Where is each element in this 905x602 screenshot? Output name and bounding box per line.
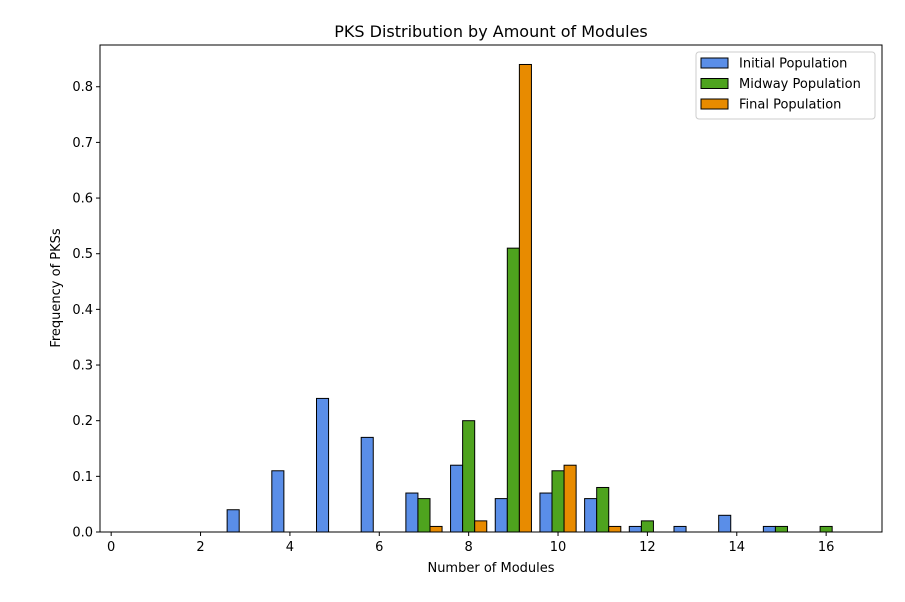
bar-midway-population-12 [640, 520, 654, 533]
y-tick-label-0.6: 0.6 [72, 192, 93, 207]
bar-initial-population-9 [494, 498, 508, 533]
x-axis-ticks: 0 2 4 6 8 10 12 14 16 [107, 532, 834, 555]
legend-label-midway-population: Midway Population [739, 77, 861, 92]
bar-final-population-7 [429, 525, 443, 533]
bar-final-population-9 [518, 63, 532, 533]
y-tick-label-0.7: 0.7 [72, 136, 93, 151]
legend-swatch-final-population [700, 98, 729, 110]
bars-group [226, 63, 833, 533]
bar-final-population-8 [474, 520, 488, 533]
bar-initial-population-13 [673, 525, 687, 533]
bar-initial-population-4 [271, 470, 285, 533]
y-tick-label-0.1: 0.1 [72, 470, 93, 485]
bar-midway-population-16 [819, 525, 833, 533]
legend-label-initial-population: Initial Population [739, 57, 847, 72]
x-tick-label-8: 8 [465, 540, 473, 555]
bar-initial-population-6 [360, 436, 374, 533]
bar-midway-population-8 [462, 420, 476, 533]
legend-label-final-population: Final Population [739, 98, 841, 113]
legend-swatch-initial-population [700, 57, 729, 69]
bar-final-population-11 [608, 525, 622, 533]
x-tick-label-2: 2 [196, 540, 204, 555]
x-tick-label-0: 0 [107, 540, 115, 555]
bar-initial-population-12 [628, 525, 642, 533]
y-tick-label-0.4: 0.4 [72, 303, 93, 318]
legend-box [695, 51, 876, 120]
x-tick-label-10: 10 [550, 540, 567, 555]
bar-initial-population-7 [405, 492, 419, 533]
bar-initial-population-15 [762, 525, 776, 533]
x-tick-label-14: 14 [728, 540, 745, 555]
y-tick-label-0.8: 0.8 [72, 80, 93, 95]
y-tick-label-0.3: 0.3 [72, 359, 93, 374]
y-axis-label: Frequency of PKSs [49, 228, 64, 348]
bar-initial-population-10 [539, 492, 553, 533]
plot-frame [99, 44, 883, 533]
y-tick-label-0.0: 0.0 [72, 526, 93, 541]
bar-midway-population-11 [596, 486, 610, 533]
bar-initial-population-8 [450, 464, 464, 533]
y-axis-ticks: 0.0 0.1 0.2 0.3 0.4 0.5 0.6 0.7 0.8 [72, 80, 100, 541]
bar-initial-population-3 [226, 509, 240, 533]
bar-initial-population-14 [718, 514, 732, 533]
y-tick-label-0.2: 0.2 [72, 414, 93, 429]
x-axis-label: Number of Modules [427, 561, 554, 576]
x-tick-label-6: 6 [375, 540, 383, 555]
bar-midway-population-7 [417, 498, 431, 533]
x-tick-label-16: 16 [818, 540, 835, 555]
legend-swatch-midway-population [700, 78, 729, 89]
bar-midway-population-15 [774, 525, 788, 533]
bar-midway-population-10 [551, 470, 565, 533]
bar-initial-population-11 [584, 498, 598, 533]
y-tick-label-0.5: 0.5 [72, 247, 93, 262]
bar-midway-population-9 [506, 247, 520, 533]
x-tick-label-12: 12 [639, 540, 656, 555]
x-tick-label-4: 4 [286, 540, 294, 555]
chart-title: PKS Distribution by Amount of Modules [334, 22, 648, 41]
bar-final-population-10 [563, 464, 577, 533]
bar-initial-population-5 [316, 397, 330, 533]
legend: Initial Population Midway Population Final… [695, 51, 876, 120]
